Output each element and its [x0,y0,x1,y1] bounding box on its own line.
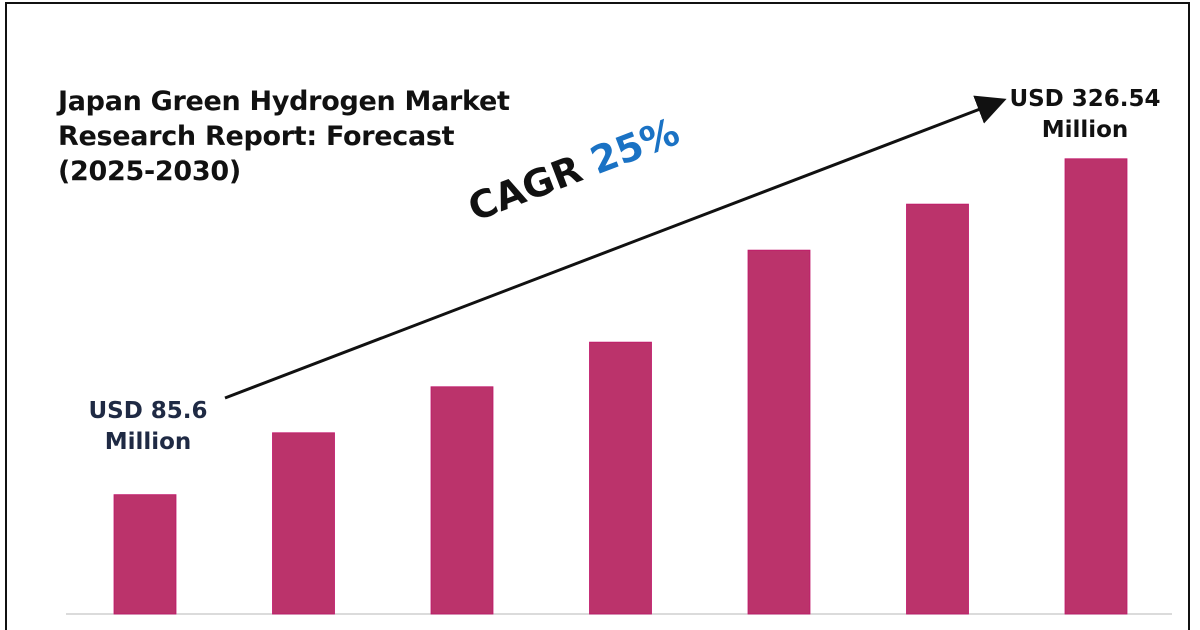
title-line: (2025-2030) [58,156,241,187]
bar-7 [1064,158,1128,615]
title-line: Research Report: Forecast [58,121,455,152]
cagr-arrow [224,95,1007,400]
chart-title: Japan Green Hydrogen Market Research Rep… [58,84,510,189]
bar-2 [272,432,335,615]
last-value-text: USD 326.54 [1009,86,1161,112]
bar-6 [906,203,969,615]
bar-5 [747,249,811,615]
last-value-unit: Million [1041,117,1129,143]
title-line: Japan Green Hydrogen Market [58,86,510,117]
bar-3 [430,386,494,615]
first-value-unit: Million [104,429,192,455]
last-value-label: USD 326.54 Million [1000,84,1170,146]
chart-frame [5,2,1190,630]
bar-4 [589,341,652,615]
first-value-label: USD 85.6 Million [78,396,218,458]
first-value-text: USD 85.6 [88,398,208,424]
bar-1 [113,494,177,615]
